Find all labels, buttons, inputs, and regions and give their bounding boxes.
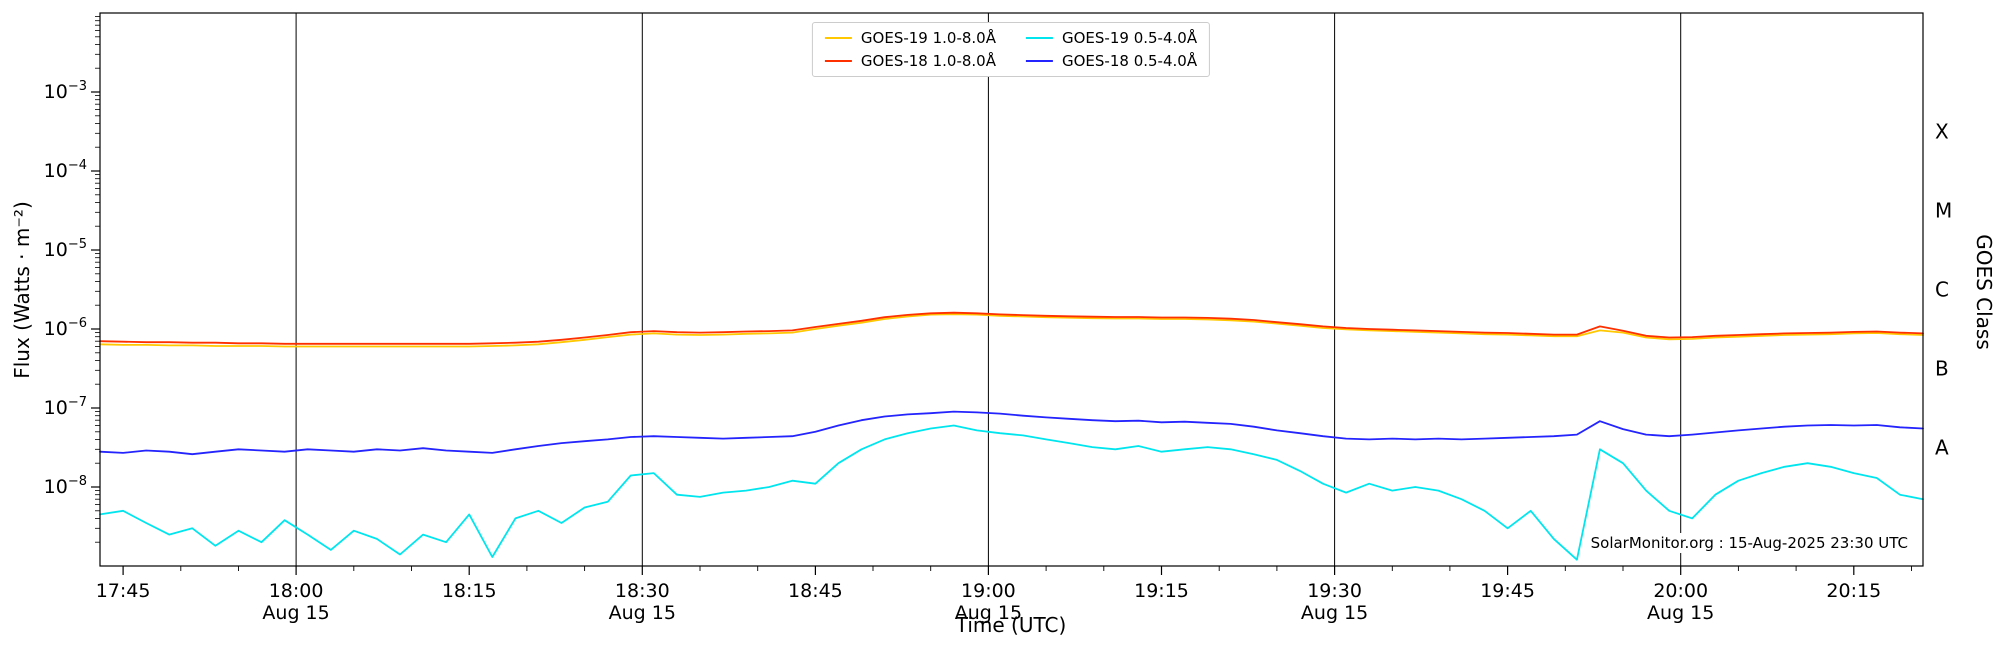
legend-label: GOES-19 1.0-8.0Å: [860, 29, 996, 47]
x-tick-label: 20:00: [1653, 580, 1708, 602]
legend-item-goes-19-1-0-8-0: GOES-19 1.0-8.0Å: [824, 29, 996, 47]
series-line-goes-18-0-5-4-0: [99, 410, 1924, 456]
series-line-goes-19-0-5-4-0: [99, 424, 1924, 561]
legend-item-goes-18-0-5-4-0: GOES-18 0.5-4.0Å: [1026, 51, 1198, 70]
series-line-goes-18-1-0-8-0: [99, 311, 1924, 345]
x-date-label: Aug 15: [609, 602, 676, 624]
x-tick-label: 19:15: [1134, 580, 1189, 602]
legend-label: GOES-18 0.5-4.0Å: [1062, 51, 1198, 70]
goes-class-label-b: B: [1935, 357, 1949, 381]
x-axis-title: Time (UTC): [955, 613, 1067, 637]
x-date-label: Aug 15: [1647, 602, 1714, 624]
x-tick-label: 19:00: [961, 580, 1016, 602]
goes-class-label-c: C: [1935, 278, 1949, 302]
legend-line-sample: [1026, 37, 1053, 40]
x-date-label: Aug 15: [262, 602, 329, 624]
x-tick-label: 18:30: [615, 580, 670, 602]
x-tick-label: 17:45: [96, 580, 151, 602]
x-tick-label: 18:45: [788, 580, 843, 602]
y-tick-label: 10−5: [44, 237, 87, 261]
y-tick-label: 10−6: [44, 316, 87, 340]
right-axis-title: GOES Class: [1972, 234, 1996, 350]
x-date-label: Aug 15: [1301, 602, 1368, 624]
y-tick-label: 10−8: [44, 474, 87, 498]
legend-label: GOES-19 0.5-4.0Å: [1062, 29, 1198, 47]
goes-class-label-a: A: [1935, 436, 1949, 460]
goes-class-label-m: M: [1935, 199, 1952, 223]
legend-label: GOES-18 1.0-8.0Å: [860, 51, 996, 70]
legend-item-goes-19-0-5-4-0: GOES-19 0.5-4.0Å: [1026, 30, 1197, 47]
x-date-label: Aug 15: [955, 602, 1022, 624]
y-tick-label: 10−3: [44, 79, 87, 103]
x-tick-label: 18:15: [442, 580, 497, 602]
plot-frame: [99, 12, 1924, 567]
legend-line-sample: [1026, 59, 1053, 62]
watermark-text: SolarMonitor.org : 15-Aug-2025 23:30 UTC: [1586, 533, 1912, 553]
x-tick-label: 18:00: [269, 580, 324, 602]
x-tick-label: 19:45: [1480, 580, 1535, 602]
series-line-goes-19-1-0-8-0: [99, 313, 1924, 348]
y-axis-title: Flux (Watts · m⁻²): [10, 201, 34, 379]
legend-line-sample: [824, 59, 852, 62]
goes-class-label-x: X: [1935, 120, 1949, 144]
x-tick-label: 20:15: [1826, 580, 1881, 602]
y-tick-label: 10−7: [44, 395, 87, 419]
legend-line-sample: [824, 37, 852, 40]
x-tick-label: 19:30: [1307, 580, 1362, 602]
legend: GOES-19 1.0-8.0Å GOES-18 1.0-8.0Å GOES-19 …: [811, 22, 1211, 77]
legend-item-goes-18-1-0-8-0: GOES-18 1.0-8.0Å: [824, 51, 996, 70]
y-tick-label: 10−4: [44, 158, 87, 182]
